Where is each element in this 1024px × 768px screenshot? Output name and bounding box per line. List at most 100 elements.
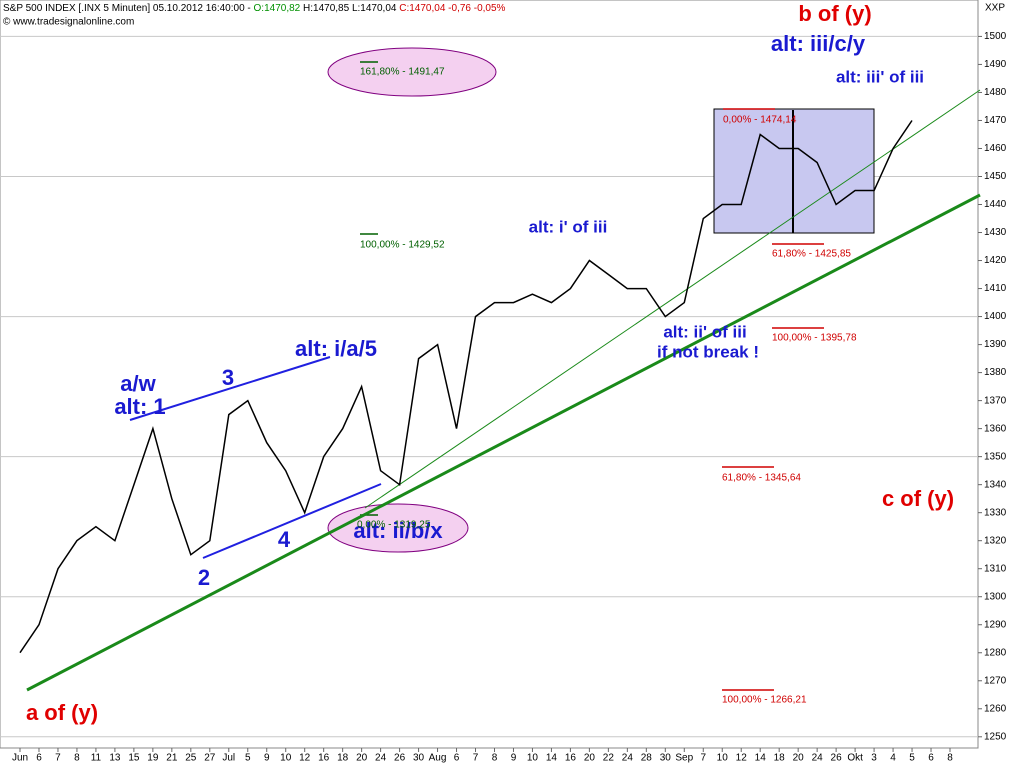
annotation: 4 xyxy=(278,527,291,552)
x-tick-label: 7 xyxy=(473,753,479,764)
fib-levels xyxy=(722,108,824,691)
y-tick-label: 1340 xyxy=(984,479,1007,490)
x-tick-label: 6 xyxy=(928,753,934,764)
annotation: alt: iii' of iii xyxy=(836,67,924,86)
y-tick-label: 1490 xyxy=(984,59,1007,70)
y-tick-label: 1470 xyxy=(984,115,1007,126)
x-tick-label: 21 xyxy=(166,753,178,764)
annotation: alt: i' of iii xyxy=(529,217,608,236)
x-tick-label: Okt xyxy=(847,753,863,764)
source: © www.tradesignalonline.com xyxy=(3,17,134,28)
y-tick-label: 1260 xyxy=(984,703,1007,714)
trendline xyxy=(364,89,981,509)
x-tick-label: 5 xyxy=(245,753,251,764)
x-tick-label: 24 xyxy=(622,753,634,764)
y-tick-label: 1290 xyxy=(984,619,1007,630)
y-tick-label: 1480 xyxy=(984,87,1007,98)
annotation: 3 xyxy=(222,365,234,390)
fib-label: 100,00% - 1429,52 xyxy=(360,240,445,251)
x-tick-label: 8 xyxy=(74,753,80,764)
annotation: alt: ii' of iii xyxy=(663,322,746,341)
x-tick-label: 9 xyxy=(264,753,270,764)
y-tick-label: 1330 xyxy=(984,507,1007,518)
fib-label: 0,00% - 1319,25 xyxy=(357,520,431,531)
x-tick-label: 25 xyxy=(185,753,197,764)
fib-label: 61,80% - 1425,85 xyxy=(772,249,851,260)
fib-label: 100,00% - 1395,78 xyxy=(772,333,857,344)
x-tick-label: 7 xyxy=(700,753,706,764)
trendline xyxy=(26,193,981,692)
x-tick-label: 7 xyxy=(55,753,61,764)
y-tick-label: 1310 xyxy=(984,563,1007,574)
x-tick-label: 24 xyxy=(375,753,387,764)
y-tick-label: 1440 xyxy=(984,199,1007,210)
annotation: alt: 1 xyxy=(114,394,165,419)
annotations: b of (y) alt: iii/c/y alt: iii' of iii a… xyxy=(26,1,954,725)
x-tick-label: 4 xyxy=(890,753,896,764)
y-tick-label: 1500 xyxy=(984,31,1007,42)
annotation: b of (y) xyxy=(798,1,871,26)
x-tick-label: 14 xyxy=(546,753,558,764)
x-tick-label: 11 xyxy=(91,753,102,764)
fib-label: 0,00% - 1474,14 xyxy=(723,115,797,126)
y-tick-label: 1380 xyxy=(984,367,1007,378)
annotation: a of (y) xyxy=(26,700,98,725)
x-tick-label: 20 xyxy=(793,753,805,764)
x-tick-label: Jul xyxy=(222,753,235,764)
annotation: c of (y) xyxy=(882,486,954,511)
y-tick-label: 1280 xyxy=(984,647,1007,658)
annotation: 2 xyxy=(198,565,210,590)
x-tick-label: 24 xyxy=(812,753,824,764)
y-tick-label: 1300 xyxy=(984,591,1007,602)
header-open: O:1470,82 xyxy=(254,3,301,14)
x-tick-label: 6 xyxy=(454,753,460,764)
x-tick-label: 3 xyxy=(871,753,877,764)
y-axis-label: XXP xyxy=(985,3,1005,14)
x-tick-label: 30 xyxy=(660,753,672,764)
x-tick-label: 28 xyxy=(641,753,653,764)
fib-label: 100,00% - 1266,21 xyxy=(722,695,807,706)
fib-label: 161,80% - 1491,47 xyxy=(360,67,445,78)
y-tick-label: 1420 xyxy=(984,255,1007,266)
x-tick-label: 20 xyxy=(356,753,368,764)
x-tick-label: 10 xyxy=(527,753,539,764)
x-tick-label: 27 xyxy=(204,753,216,764)
x-tick-label: 18 xyxy=(337,753,349,764)
x-tick-label: Jun xyxy=(12,753,28,764)
fib-label: 61,80% - 1345,64 xyxy=(722,473,801,484)
y-tick-label: 1460 xyxy=(984,143,1007,154)
x-tick-label: 30 xyxy=(413,753,425,764)
x-tick-label: 10 xyxy=(717,753,729,764)
x-tick-label: Sep xyxy=(675,753,693,764)
x-tick-label: 12 xyxy=(299,753,311,764)
x-tick-label: 13 xyxy=(109,753,121,764)
annotation: alt: ii/b/x xyxy=(353,518,443,543)
series-layer xyxy=(19,120,913,654)
x-tick-label: 26 xyxy=(831,753,843,764)
price-line xyxy=(19,120,913,654)
y-tick-label: 1360 xyxy=(984,423,1007,434)
x-tick-label: 18 xyxy=(774,753,786,764)
x-tick-label: 8 xyxy=(492,753,498,764)
x-tick-label: 16 xyxy=(565,753,577,764)
y-tick-label: 1410 xyxy=(984,283,1007,294)
header: S&P 500 INDEX [.INX 5 Minuten] 05.10.201… xyxy=(3,3,506,14)
x-tick-label: Aug xyxy=(429,753,447,764)
header-close: C:1470,04 -0,76 -0,05% xyxy=(399,3,505,14)
header-low: L:1470,04 xyxy=(352,3,397,14)
x-tick-label: 5 xyxy=(909,753,915,764)
y-tick-label: 1400 xyxy=(984,311,1007,322)
x-tick-label: 8 xyxy=(947,753,953,764)
y-tick-label: 1390 xyxy=(984,339,1007,350)
x-tick-label: 10 xyxy=(280,753,292,764)
x-tick-label: 20 xyxy=(584,753,596,764)
x-tick-label: 19 xyxy=(147,753,159,764)
x-tick-label: 22 xyxy=(603,753,615,764)
annotation: alt: iii/c/y xyxy=(771,31,866,56)
y-tick-label: 1320 xyxy=(984,535,1007,546)
channel-line xyxy=(202,483,382,559)
x-tick-label: 15 xyxy=(128,753,140,764)
fib-ellipse xyxy=(327,47,497,97)
annotation: a/w xyxy=(120,371,156,396)
